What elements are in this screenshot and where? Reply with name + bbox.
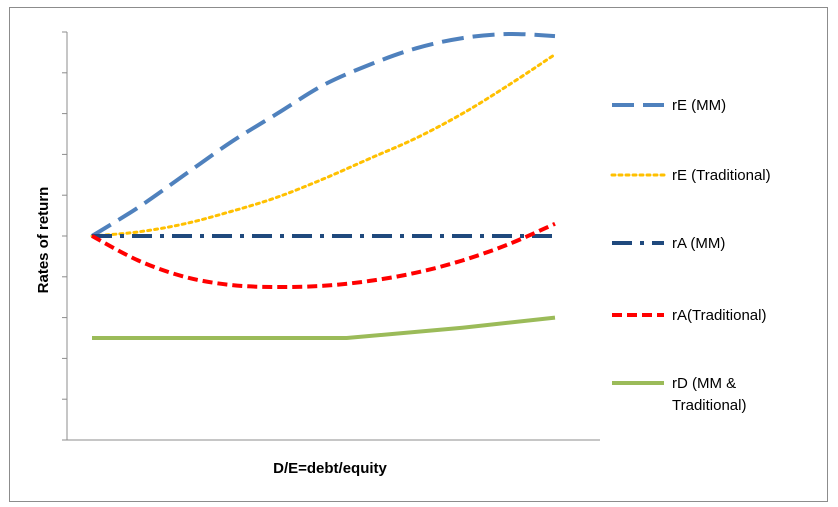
legend-label-2: rA (MM) xyxy=(672,235,725,252)
legend-label-0: rE (MM) xyxy=(672,97,726,114)
legend-label-4: rD (MM & Traditional) xyxy=(672,375,746,414)
y-axis-title: Rates of return xyxy=(35,187,52,294)
chart-axes xyxy=(62,31,600,441)
series-line-0 xyxy=(90,31,556,238)
series-line-1 xyxy=(90,52,557,238)
chart-legend: rE (MM) rE (Traditional) rA (MM) rA(Traditi… xyxy=(610,97,771,414)
series-line-3 xyxy=(91,221,556,290)
chart-series xyxy=(90,31,557,340)
legend-label-1: rE (Traditional) xyxy=(672,167,771,184)
series-line-4 xyxy=(92,315,556,340)
chart-frame xyxy=(9,7,828,502)
x-axis-title: D/E=debt/equity xyxy=(273,460,387,477)
legend-label-3: rA(Traditional) xyxy=(672,307,766,324)
